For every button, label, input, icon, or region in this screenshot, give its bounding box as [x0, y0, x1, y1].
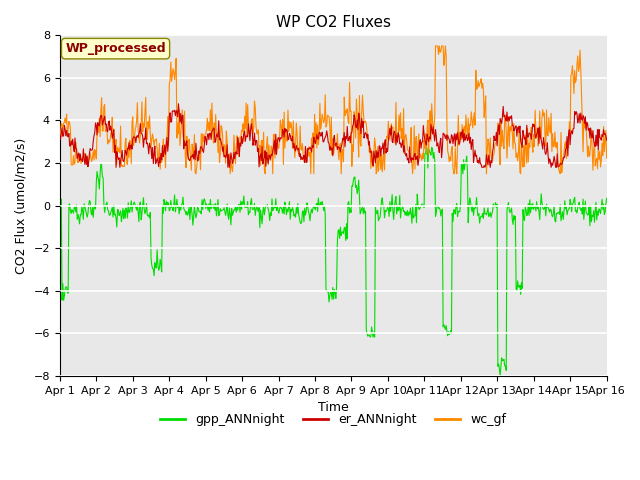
Legend: gpp_ANNnight, er_ANNnight, wc_gf: gpp_ANNnight, er_ANNnight, wc_gf	[155, 408, 511, 431]
Y-axis label: CO2 Flux (umol/m2/s): CO2 Flux (umol/m2/s)	[15, 137, 28, 274]
X-axis label: Time: Time	[318, 401, 349, 414]
Text: WP_processed: WP_processed	[65, 42, 166, 55]
Title: WP CO2 Fluxes: WP CO2 Fluxes	[276, 15, 390, 30]
